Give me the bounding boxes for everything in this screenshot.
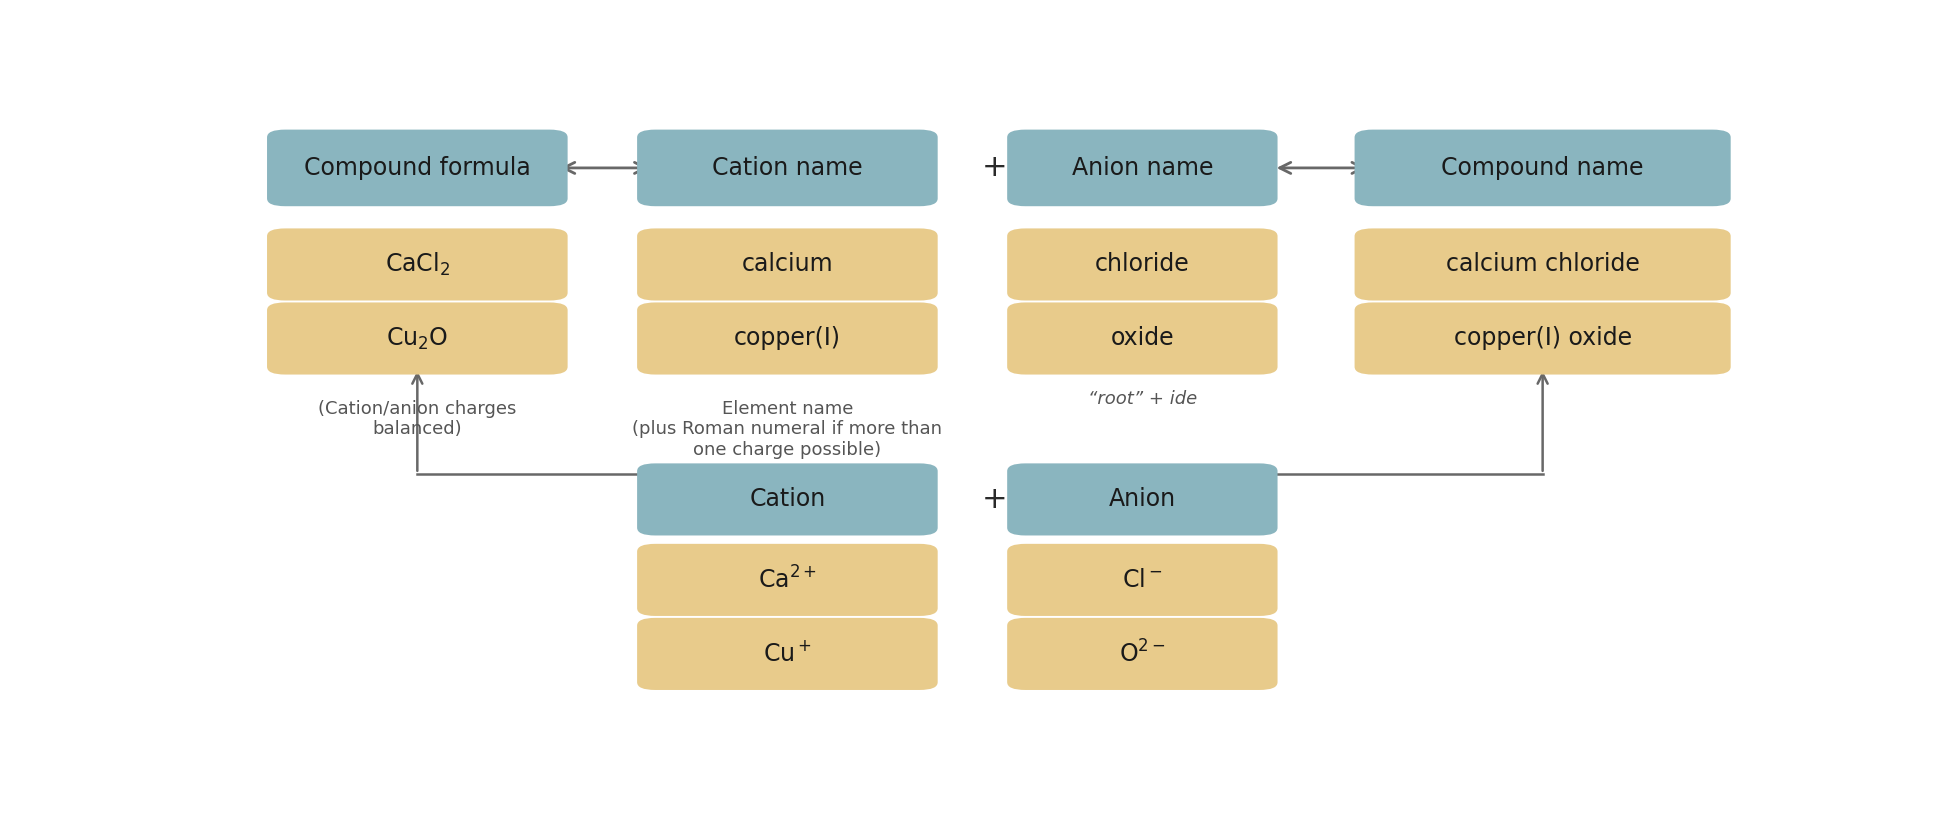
FancyBboxPatch shape: [1007, 130, 1276, 206]
Text: calcium: calcium: [740, 252, 834, 277]
FancyBboxPatch shape: [1354, 228, 1730, 300]
FancyBboxPatch shape: [1007, 544, 1276, 616]
FancyBboxPatch shape: [637, 618, 937, 690]
Text: Cation: Cation: [748, 487, 826, 512]
Text: Element name
(plus Roman numeral if more than
one charge possible): Element name (plus Roman numeral if more…: [631, 400, 943, 459]
Text: copper(I): copper(I): [734, 327, 840, 350]
Text: +: +: [982, 485, 1007, 514]
Text: CaCl$_2$: CaCl$_2$: [384, 251, 450, 278]
Text: Cation name: Cation name: [711, 155, 863, 180]
Text: Anion: Anion: [1108, 487, 1175, 512]
Text: copper(I) oxide: copper(I) oxide: [1453, 327, 1630, 350]
Text: Anion name: Anion name: [1071, 155, 1212, 180]
Text: Ca$^{2+}$: Ca$^{2+}$: [758, 566, 816, 594]
Text: chloride: chloride: [1095, 252, 1188, 277]
FancyBboxPatch shape: [1007, 228, 1276, 300]
Text: Cu$_2$O: Cu$_2$O: [386, 325, 448, 352]
FancyBboxPatch shape: [637, 130, 937, 206]
Text: (Cation/anion charges
balanced): (Cation/anion charges balanced): [318, 400, 516, 438]
Text: Compound name: Compound name: [1442, 155, 1642, 180]
FancyBboxPatch shape: [1354, 130, 1730, 206]
Text: Cu$^+$: Cu$^+$: [762, 641, 812, 666]
FancyBboxPatch shape: [1007, 463, 1276, 536]
FancyBboxPatch shape: [267, 228, 567, 300]
Text: Cl$^-$: Cl$^-$: [1122, 568, 1163, 592]
FancyBboxPatch shape: [637, 463, 937, 536]
Text: calcium chloride: calcium chloride: [1445, 252, 1638, 277]
FancyBboxPatch shape: [637, 303, 937, 375]
FancyBboxPatch shape: [267, 303, 567, 375]
FancyBboxPatch shape: [1354, 303, 1730, 375]
Text: “root” + ide: “root” + ide: [1087, 390, 1196, 408]
FancyBboxPatch shape: [637, 544, 937, 616]
FancyBboxPatch shape: [1007, 618, 1276, 690]
FancyBboxPatch shape: [637, 228, 937, 300]
FancyBboxPatch shape: [1007, 303, 1276, 375]
Text: Compound formula: Compound formula: [304, 155, 530, 180]
Text: O$^{2-}$: O$^{2-}$: [1118, 640, 1165, 667]
Text: oxide: oxide: [1110, 327, 1173, 350]
Text: +: +: [982, 154, 1007, 182]
FancyBboxPatch shape: [267, 130, 567, 206]
